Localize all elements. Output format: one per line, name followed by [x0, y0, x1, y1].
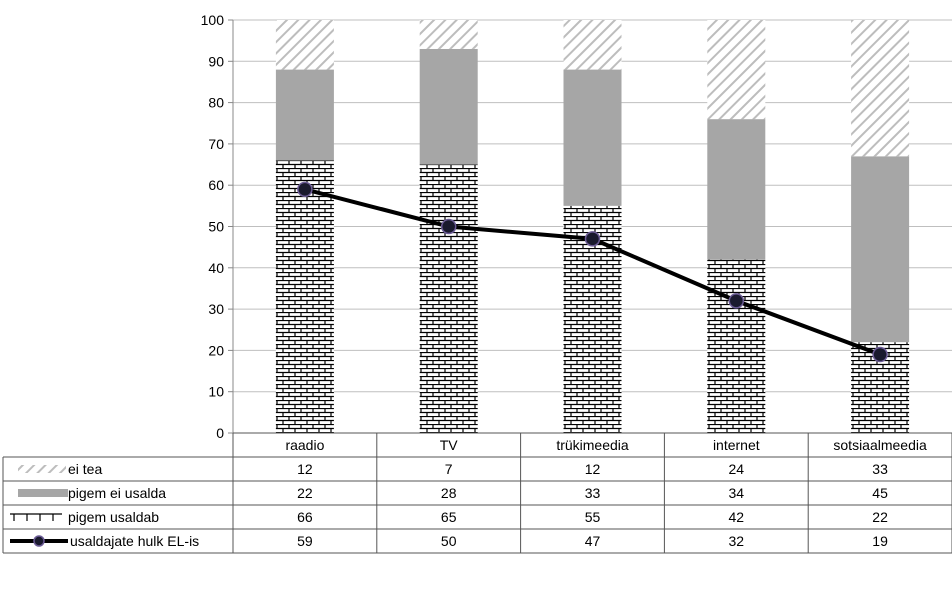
x-category-label: trükimeedia	[556, 437, 629, 453]
y-tick-label: 90	[208, 53, 224, 69]
y-tick-label: 70	[208, 136, 224, 152]
table-cell: 7	[445, 461, 453, 477]
y-axis: 0 10 20 30 40 50 60 70 80 90 100	[201, 12, 234, 441]
table-cell: 59	[297, 533, 313, 549]
bar-segment	[419, 164, 478, 434]
table-cell: 47	[585, 533, 601, 549]
x-category-label: raadio	[285, 437, 324, 453]
table-cell: 65	[441, 509, 457, 525]
y-tick-label: 40	[208, 260, 224, 276]
table-cell: 34	[729, 485, 745, 501]
trust-line	[297, 181, 888, 363]
bar-segment	[563, 69, 622, 206]
x-category-label: internet	[713, 437, 760, 453]
line-point	[440, 218, 457, 235]
bar-segment	[563, 20, 622, 70]
legend-key-swatch	[18, 465, 66, 473]
table-cell: 33	[872, 461, 888, 477]
line-point	[872, 346, 888, 363]
line-point	[297, 181, 313, 198]
table-cell: 24	[729, 461, 745, 477]
table-row-label: ei tea	[68, 461, 102, 477]
table-cell: 55	[585, 509, 601, 525]
x-category-label: TV	[440, 437, 459, 453]
table-cell: 12	[297, 461, 313, 477]
table-cell: 22	[297, 485, 313, 501]
y-tick-label: 100	[201, 12, 225, 28]
table-cell: 19	[872, 533, 888, 549]
bar-segment	[851, 156, 910, 343]
bar-segment	[707, 259, 766, 433]
table-row-label: usaldajate hulk EL-is	[70, 533, 199, 549]
legend-key-swatch	[18, 489, 68, 497]
table-cell: 66	[297, 509, 313, 525]
table-cell: 33	[585, 485, 601, 501]
bar-segment	[275, 160, 334, 434]
table-cell: 12	[585, 461, 601, 477]
table-cell: 22	[872, 509, 888, 525]
table-row-label: pigem ei usalda	[68, 485, 166, 501]
bar-segment	[419, 48, 478, 165]
table-cell: 50	[441, 533, 457, 549]
bar-segment	[707, 119, 766, 260]
table-row-label: pigem usaldab	[68, 509, 159, 525]
legend-key-brick	[10, 513, 62, 521]
y-tick-label: 20	[208, 342, 224, 358]
bar-segment	[275, 20, 334, 70]
line-point	[584, 231, 601, 247]
x-category-label: sotsiaalmeedia	[833, 437, 927, 453]
bar-segment	[419, 20, 478, 49]
bar-segment	[275, 69, 334, 161]
bar-segment	[707, 20, 766, 120]
table-cell: 42	[729, 509, 745, 525]
y-tick-label: 30	[208, 301, 224, 317]
line-point	[728, 293, 745, 309]
y-tick-label: 10	[208, 384, 224, 400]
table-cell: 45	[872, 485, 888, 501]
data-table: raadio TV trükimeedia internet sotsiaalmeedi…	[2, 432, 952, 554]
table-cell: 32	[729, 533, 745, 549]
y-tick-label: 60	[208, 177, 224, 193]
legend-key-marker	[33, 535, 45, 547]
y-tick-label: 0	[216, 425, 224, 441]
y-tick-label: 80	[208, 95, 224, 111]
y-tick-label: 50	[208, 219, 224, 235]
bar-segment	[851, 20, 910, 157]
table-cell: 28	[441, 485, 457, 501]
